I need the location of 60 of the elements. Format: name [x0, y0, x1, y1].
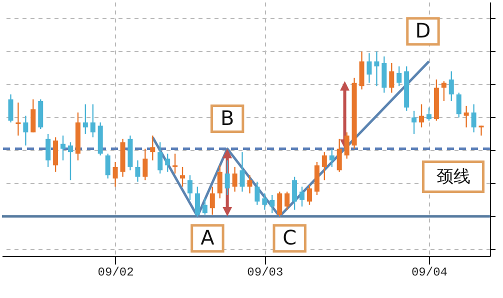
candlestick	[8, 94, 14, 124]
candlestick	[374, 50, 380, 87]
candlestick	[329, 148, 334, 168]
candlestick	[306, 184, 312, 206]
candlestick	[180, 166, 186, 188]
candlestick	[389, 62, 394, 94]
candlestick	[292, 176, 298, 210]
candlestick	[426, 106, 432, 122]
candlestick	[172, 153, 178, 174]
candlestick	[270, 194, 275, 214]
candlestick	[60, 134, 66, 161]
ref-line-label: 颈线	[436, 166, 470, 187]
x-tick-label: 09/04	[411, 266, 448, 280]
candlestick	[344, 132, 350, 160]
candlestick	[30, 98, 36, 133]
candlestick	[254, 181, 260, 206]
candlestick	[448, 70, 454, 102]
candlestick	[90, 104, 96, 138]
candlestick	[300, 186, 305, 208]
candlestick	[262, 192, 268, 210]
candlestick	[464, 105, 469, 128]
candlestick	[419, 104, 424, 128]
text: D	[415, 18, 431, 42]
candlestick	[202, 198, 208, 216]
candlestick	[240, 151, 245, 192]
candlestick	[456, 92, 462, 118]
candlestick	[441, 80, 446, 102]
candlestick	[150, 134, 156, 161]
candlestick	[232, 166, 238, 192]
candlestick	[277, 191, 282, 218]
text: A	[200, 225, 215, 250]
annotation: B	[220, 106, 234, 130]
candlestick	[336, 138, 342, 172]
candlestick	[187, 174, 192, 201]
candlestick	[23, 115, 28, 146]
candlestick	[105, 153, 110, 180]
candlestick	[224, 160, 230, 196]
candlestick	[366, 52, 372, 84]
candlestick	[135, 160, 140, 182]
candlestick	[284, 191, 290, 210]
candlestick	[322, 151, 327, 181]
candlestick	[412, 110, 417, 135]
candlestick	[165, 153, 170, 172]
candlestick	[68, 142, 73, 181]
candlestick	[16, 102, 21, 136]
candlestick	[194, 186, 200, 218]
text: C	[282, 225, 297, 250]
x-tick-label: 09/02	[98, 266, 134, 280]
x-tick-label: 09/03	[247, 266, 284, 280]
candlestick	[471, 104, 476, 133]
candlestick	[247, 174, 252, 194]
candlestick	[46, 133, 51, 168]
candlestick	[82, 104, 88, 135]
candlestick	[396, 66, 402, 87]
candlestick	[210, 186, 215, 216]
candlestick	[217, 164, 222, 199]
candlestick	[112, 161, 118, 188]
candlestick	[142, 148, 148, 181]
candlestick	[158, 142, 163, 174]
candlestick	[478, 125, 484, 136]
